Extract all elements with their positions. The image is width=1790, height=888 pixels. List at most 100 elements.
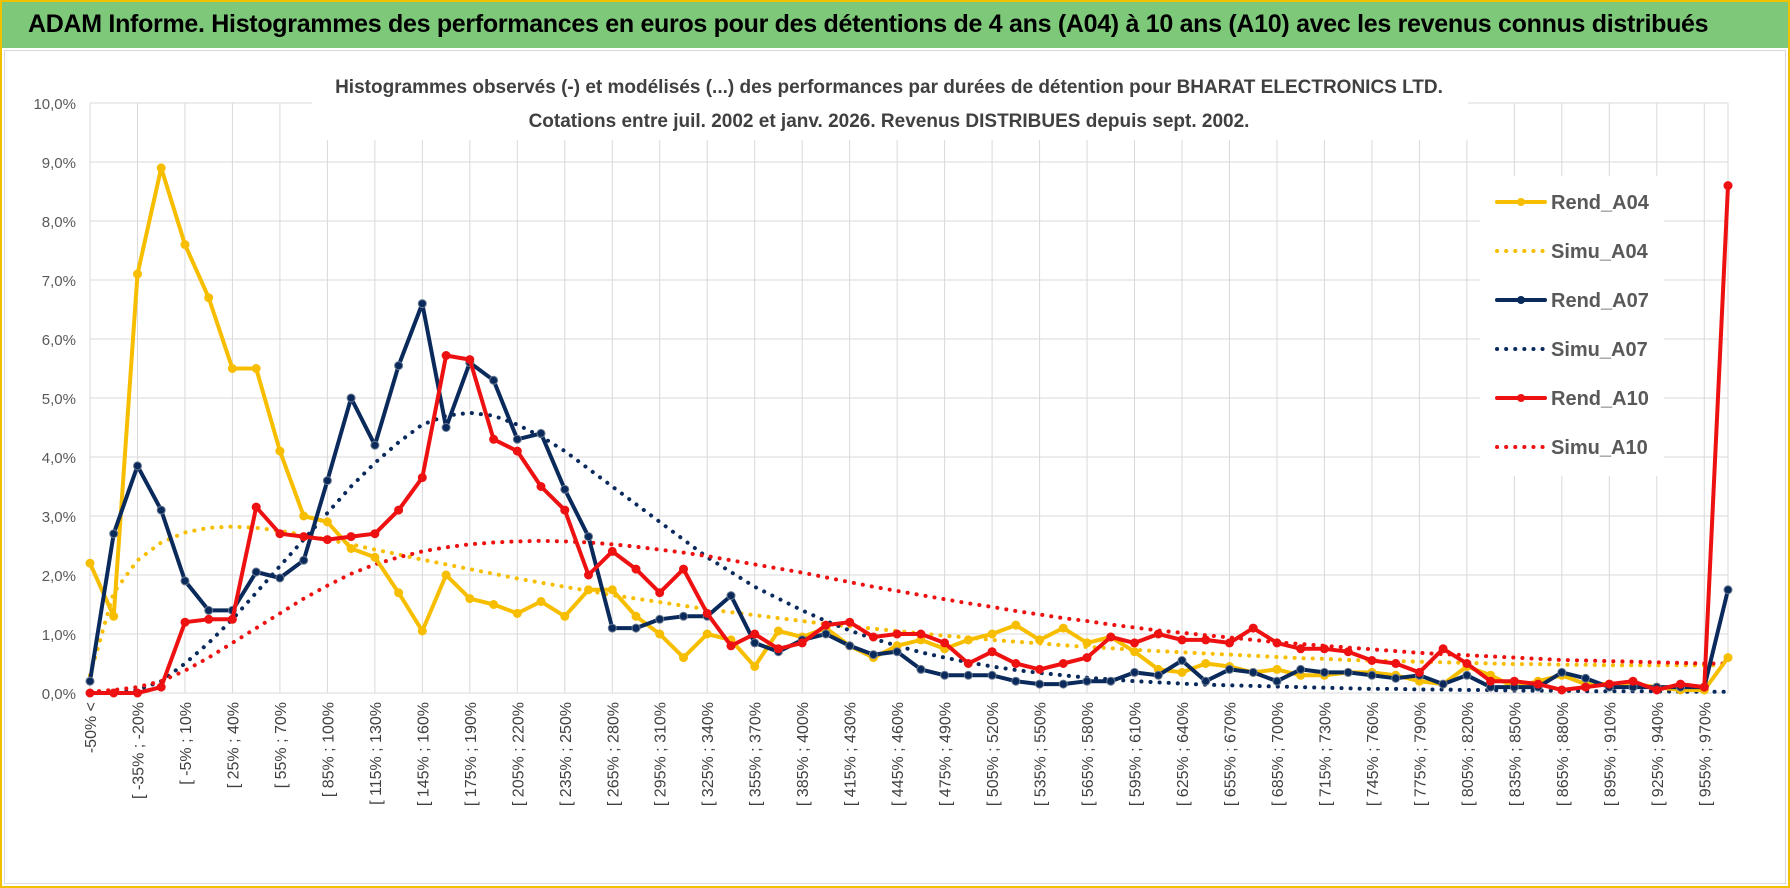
data-point-rend_a07: [1225, 664, 1234, 674]
data-point-rend_a10: [1343, 647, 1353, 657]
data-point-rend_a07: [1723, 585, 1733, 595]
data-point-rend_a07: [1106, 676, 1116, 686]
chart-subtitle: Cotations entre juil. 2002 et janv. 2026…: [529, 111, 1250, 132]
data-point-rend_a04: [394, 588, 404, 598]
data-point-rend_a10: [1533, 679, 1543, 689]
y-tick-label: 2,0%: [42, 568, 76, 585]
x-tick-label: [ 865% ; 880%: [1555, 702, 1572, 806]
data-point-rend_a07: [726, 591, 736, 601]
data-point-rend_a07: [987, 670, 997, 680]
data-point-rend_a04: [1035, 635, 1045, 645]
y-tick-label: 4,0%: [42, 450, 76, 467]
data-point-rend_a07: [133, 461, 142, 471]
data-point-rend_a07: [631, 623, 641, 633]
data-point-rend_a04: [536, 597, 546, 606]
data-point-rend_a07: [892, 647, 902, 657]
data-point-rend_a10: [1581, 682, 1591, 692]
data-point-rend_a04: [584, 585, 593, 595]
data-point-rend_a04: [1058, 623, 1068, 633]
data-point-rend_a04: [251, 364, 261, 373]
data-point-rend_a10: [1272, 638, 1282, 648]
data-point-rend_a04: [227, 364, 237, 373]
legend-label-simu_a04: Simu_A04: [1551, 241, 1649, 263]
x-tick-label: [ 535% ; 550%: [1033, 702, 1050, 806]
x-tick-label: [ 85% ; 100%: [320, 702, 337, 797]
y-tick-label: 8,0%: [42, 214, 76, 231]
data-point-rend_a10: [773, 644, 783, 654]
data-point-rend_a07: [963, 670, 973, 680]
data-point-rend_a10: [275, 529, 285, 539]
x-tick-label: [ 565% ; 580%: [1080, 702, 1097, 806]
data-point-rend_a07: [1343, 667, 1353, 677]
data-point-rend_a10: [465, 355, 475, 365]
x-tick-label: [ 385% ; 400%: [795, 702, 812, 806]
data-point-rend_a04: [1082, 638, 1092, 648]
chart-title: Histogrammes observés (-) et modélisés (…: [335, 77, 1443, 98]
data-point-rend_a10: [679, 564, 688, 574]
data-series: [85, 163, 1733, 698]
data-point-rend_a04: [275, 446, 285, 456]
chart-title-background: [312, 66, 1468, 140]
data-point-rend_a07: [821, 629, 831, 639]
data-point-rend_a07: [1462, 670, 1472, 680]
data-point-rend_a10: [1153, 629, 1163, 639]
data-point-rend_a10: [1082, 653, 1092, 663]
data-point-rend_a07: [750, 638, 760, 648]
data-point-rend_a10: [204, 614, 214, 624]
x-tick-label: [ 685% ; 700%: [1270, 702, 1287, 806]
data-point-rend_a10: [1723, 181, 1733, 191]
data-point-rend_a10: [726, 641, 736, 651]
x-tick-label: -50% <: [83, 702, 100, 753]
data-point-rend_a10: [1296, 644, 1306, 654]
data-point-rend_a10: [631, 564, 641, 574]
data-point-rend_a07: [1058, 679, 1068, 689]
data-point-rend_a07: [584, 532, 593, 542]
data-point-rend_a07: [109, 529, 119, 539]
data-point-rend_a04: [1130, 647, 1139, 657]
x-tick-label: [ 55% ; 70%: [273, 702, 290, 788]
x-tick-label: [ 655% ; 670%: [1222, 702, 1239, 806]
data-point-rend_a07: [417, 299, 427, 309]
series-line-simu_a10: [88, 538, 1730, 694]
data-point-rend_a07: [251, 567, 261, 577]
x-tick-label: [ 955% ; 970%: [1697, 702, 1714, 806]
data-point-rend_a10: [1035, 664, 1045, 674]
data-point-rend_a10: [1509, 676, 1519, 686]
x-tick-label: [ 805% ; 820%: [1460, 702, 1477, 806]
data-point-rend_a07: [1438, 679, 1448, 689]
data-point-rend_a10: [251, 502, 261, 512]
data-point-rend_a10: [1319, 644, 1329, 654]
series-line-rend_a04: [88, 165, 1730, 692]
data-point-rend_a07: [1011, 676, 1021, 686]
data-point-rend_a04: [85, 558, 95, 568]
x-tick-label: [ -35% ; -20%: [130, 702, 147, 799]
data-point-rend_a04: [560, 611, 570, 621]
data-point-rend_a04: [607, 585, 617, 595]
data-point-rend_a10: [797, 638, 807, 648]
x-tick-label: [ 745% ; 760%: [1365, 702, 1382, 806]
data-point-rend_a07: [1177, 656, 1187, 665]
series-line-simu_a04: [88, 524, 1730, 678]
series-line-rend_a10: [88, 183, 1730, 695]
data-point-rend_a10: [180, 617, 190, 627]
data-point-rend_a10: [394, 505, 404, 515]
data-point-rend_a04: [109, 611, 119, 621]
data-point-rend_a04: [299, 511, 309, 521]
data-point-rend_a10: [607, 546, 617, 556]
data-point-rend_a04: [133, 269, 142, 279]
data-point-rend_a07: [916, 664, 926, 674]
data-point-rend_a04: [322, 517, 332, 527]
data-point-rend_a07: [1391, 673, 1401, 683]
y-axis-tick-labels: 0,0% 1,0% 2,0% 3,0% 4,0% 5,0% 6,0% 7,0% 8,0% 9,0%…: [33, 96, 76, 703]
data-point-rend_a04: [204, 293, 214, 303]
y-tick-label: 9,0%: [42, 155, 76, 172]
data-point-rend_a10: [940, 638, 950, 648]
data-point-rend_a07: [346, 393, 356, 403]
data-point-rend_a04: [1011, 620, 1021, 630]
page-title: ADAM Informe. Histogrammes des performan…: [28, 10, 1709, 38]
legend: Rend_A04 Simu_A04 Rend_A07 Simu_A07 Rend_A10…: [1480, 176, 1664, 476]
data-point-rend_a04: [441, 570, 451, 580]
data-point-rend_a07: [1557, 667, 1567, 677]
